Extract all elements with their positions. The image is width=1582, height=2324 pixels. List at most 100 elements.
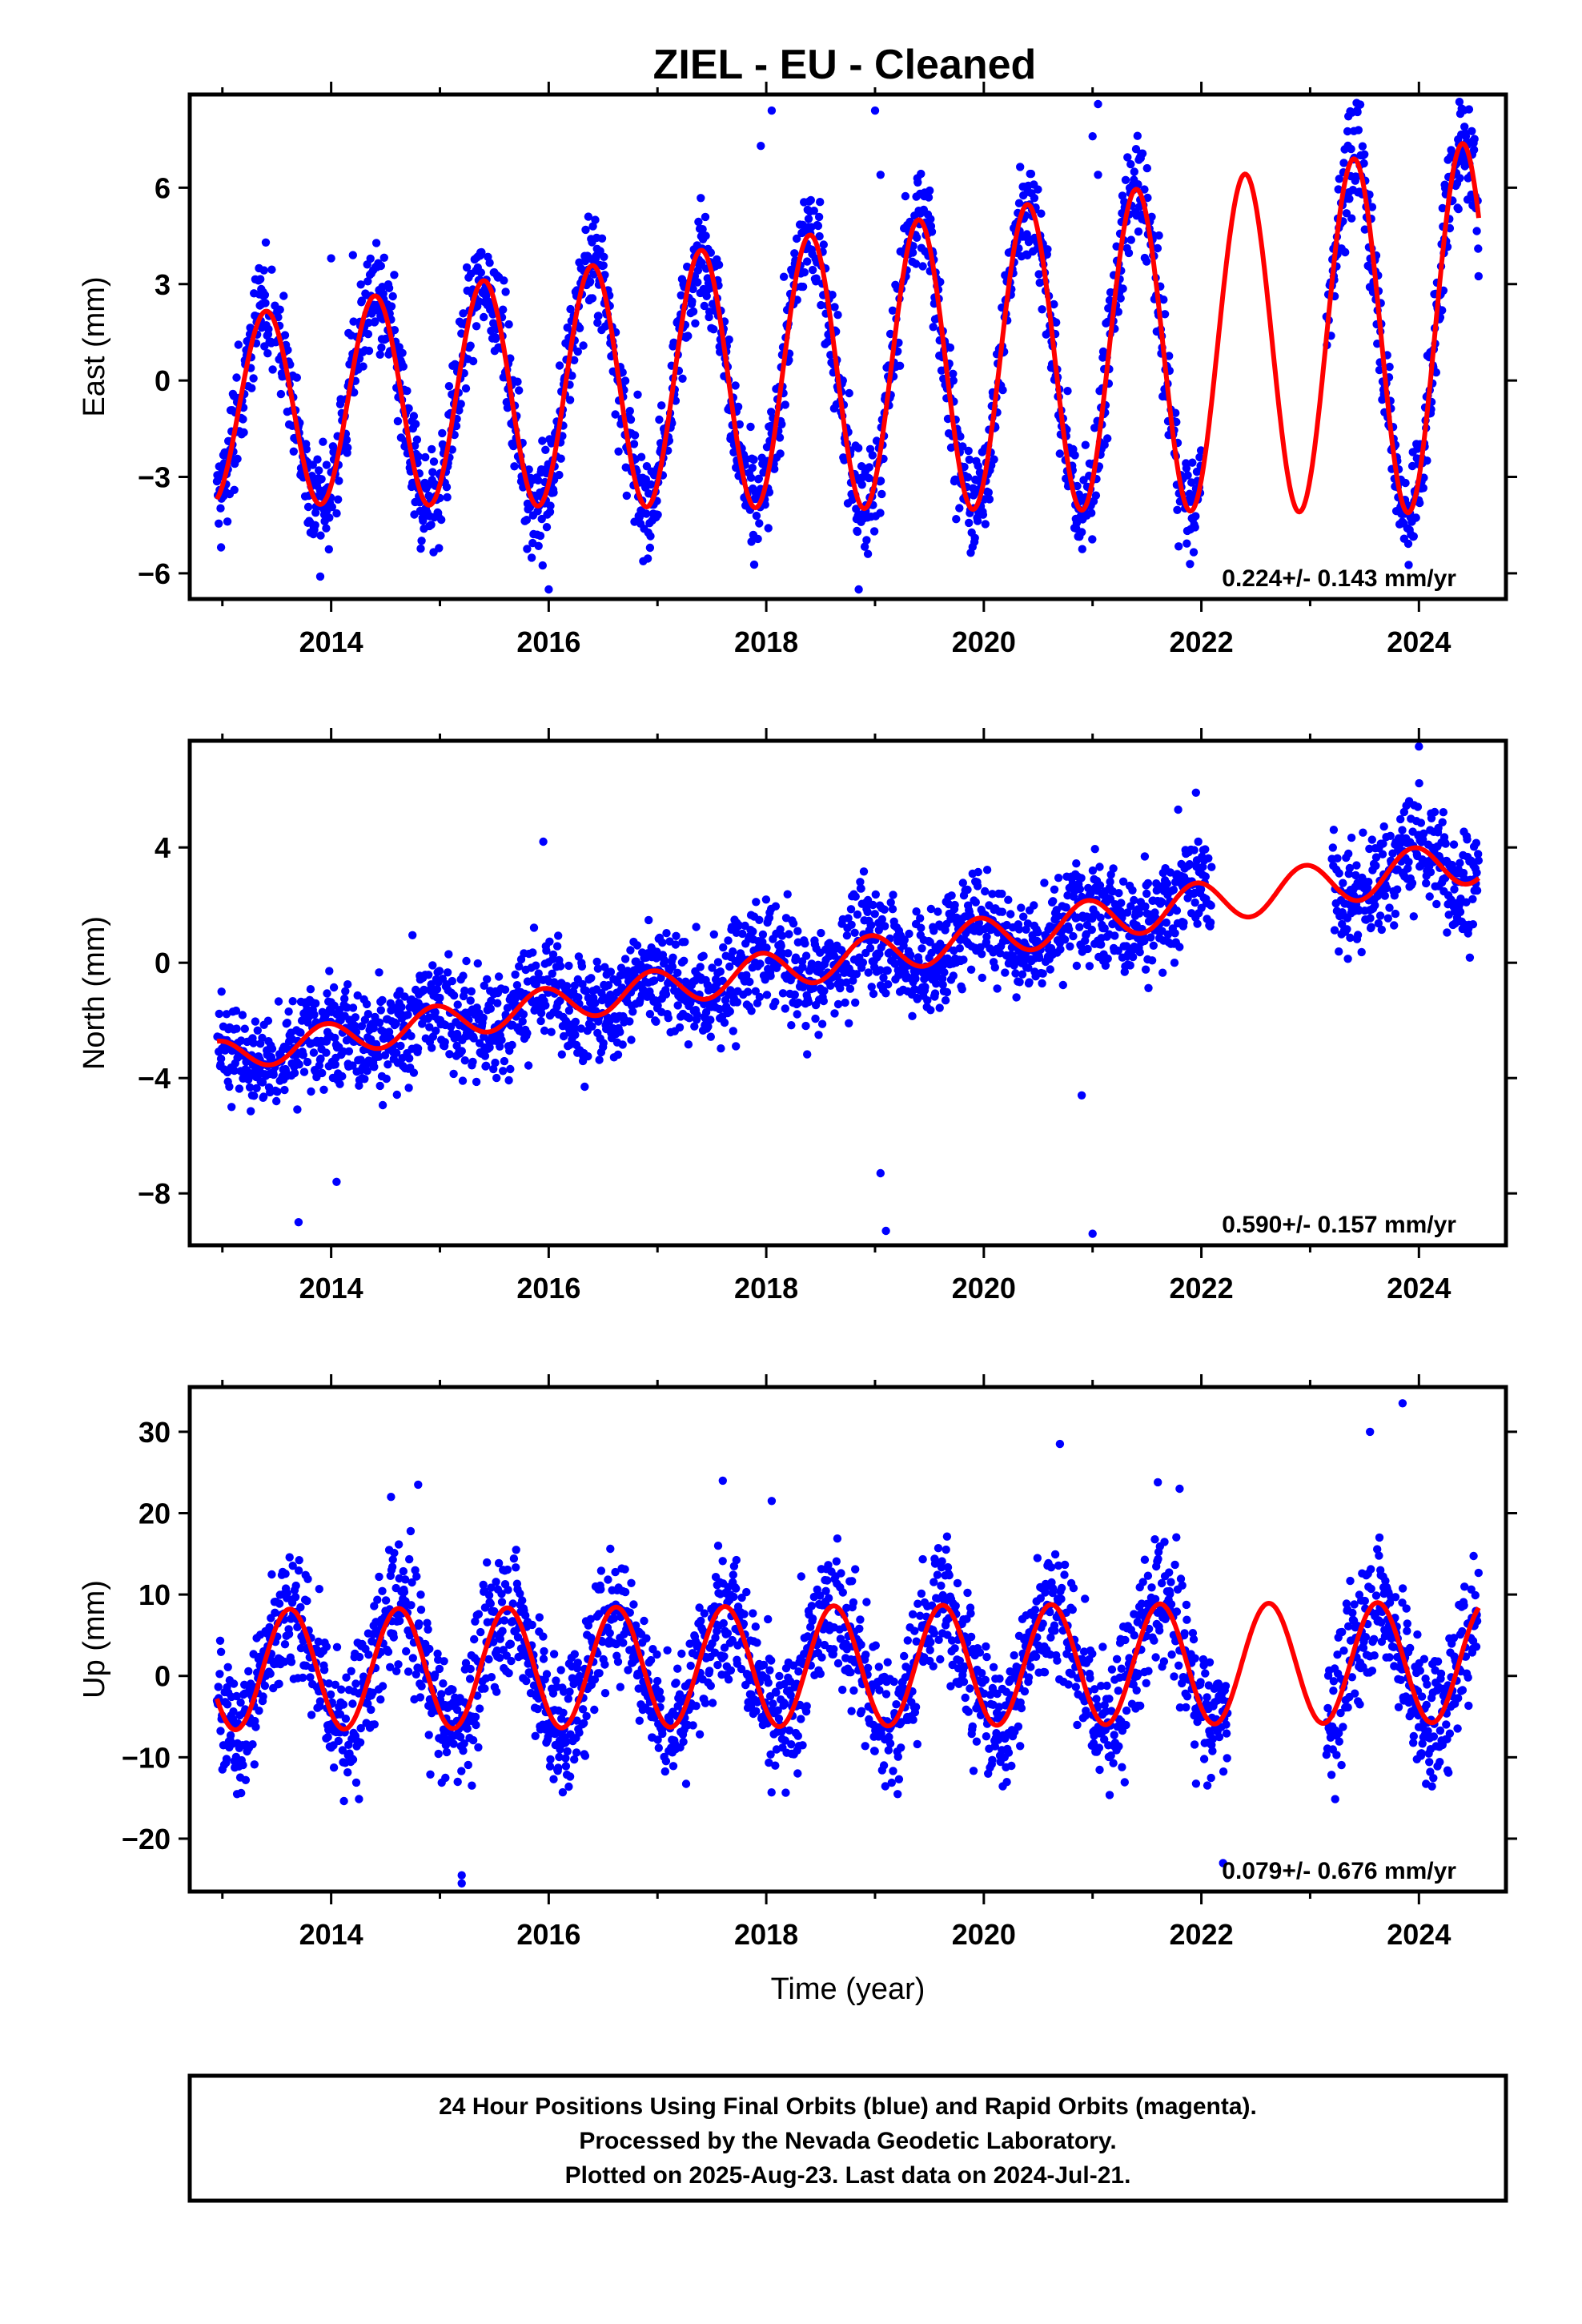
data-point	[340, 994, 349, 1003]
data-point	[355, 1738, 365, 1747]
data-point	[947, 891, 956, 900]
data-point	[798, 963, 807, 972]
data-point	[500, 276, 508, 285]
x-tick-label: 2024	[1387, 625, 1451, 658]
data-point	[749, 455, 758, 464]
data-point	[1366, 914, 1375, 923]
data-point	[1142, 163, 1152, 173]
data-point	[776, 449, 785, 458]
data-point	[1371, 861, 1380, 870]
data-point	[1034, 185, 1042, 194]
data-point	[851, 892, 860, 901]
data-point	[364, 318, 373, 328]
data-point	[1169, 886, 1178, 895]
data-point	[1403, 539, 1413, 549]
x-tick-label: 2016	[516, 1272, 580, 1305]
data-point	[618, 1040, 627, 1049]
data-point	[747, 1007, 756, 1015]
data-point	[1142, 889, 1151, 899]
data-point	[223, 1700, 232, 1709]
data-point	[900, 935, 909, 945]
data-point	[646, 480, 656, 489]
data-point	[489, 1064, 498, 1074]
data-point	[343, 980, 352, 989]
data-point	[1043, 245, 1052, 254]
data-point	[749, 560, 759, 569]
x-tick-label: 2018	[734, 1272, 798, 1305]
data-point	[688, 297, 697, 306]
data-point	[1109, 864, 1118, 873]
data-point	[801, 939, 809, 948]
data-point	[449, 991, 459, 1000]
data-point	[1014, 199, 1024, 207]
data-point	[240, 1024, 249, 1033]
outlier-point	[1077, 1091, 1086, 1100]
data-point	[693, 278, 702, 287]
data-point	[435, 1664, 444, 1674]
data-point	[875, 950, 884, 959]
data-point	[1339, 159, 1348, 167]
data-point	[404, 404, 413, 413]
data-point	[518, 1017, 527, 1026]
data-point	[556, 454, 565, 463]
data-point	[275, 1679, 283, 1688]
data-point	[1040, 879, 1049, 887]
data-point	[389, 1633, 398, 1642]
data-point	[869, 527, 879, 536]
data-point	[1038, 969, 1047, 978]
data-point	[369, 1023, 378, 1033]
data-point	[978, 510, 988, 519]
data-point	[1343, 127, 1352, 136]
data-point	[1328, 843, 1338, 852]
data-point	[555, 361, 564, 370]
data-point	[964, 446, 973, 456]
data-point	[267, 1570, 276, 1579]
data-point	[1465, 953, 1475, 963]
y-tick-label: −6	[138, 557, 171, 590]
data-point	[238, 1011, 247, 1019]
data-point	[859, 867, 869, 876]
data-point	[515, 962, 524, 971]
data-point	[876, 966, 885, 975]
data-point	[1095, 862, 1104, 871]
data-point	[342, 436, 351, 444]
data-point	[513, 377, 522, 386]
data-point	[940, 968, 949, 977]
data-point	[409, 1068, 419, 1077]
data-point	[858, 958, 868, 967]
data-point	[412, 1572, 421, 1581]
data-point	[363, 277, 372, 286]
data-point	[808, 265, 817, 275]
data-point	[306, 985, 315, 994]
data-point	[998, 907, 1007, 916]
data-point	[1343, 925, 1351, 934]
data-point	[341, 987, 350, 996]
data-point	[464, 1760, 472, 1770]
data-point	[766, 971, 775, 980]
data-point	[704, 1022, 713, 1031]
data-point	[998, 385, 1007, 395]
data-point	[1413, 802, 1423, 811]
data-point	[694, 217, 703, 227]
data-point	[845, 388, 853, 398]
outlier-point	[876, 1168, 885, 1178]
data-point	[248, 1740, 257, 1749]
data-point	[842, 978, 851, 987]
data-point	[1189, 548, 1199, 557]
outlier-point	[348, 251, 357, 259]
data-point	[250, 1760, 259, 1769]
data-point	[225, 1082, 234, 1092]
data-point	[334, 495, 343, 504]
data-point	[591, 215, 600, 224]
data-point	[1353, 931, 1363, 939]
data-point	[826, 981, 835, 991]
data-point	[440, 1657, 448, 1666]
data-point	[867, 983, 876, 991]
data-point	[1385, 362, 1394, 372]
data-point	[376, 1006, 385, 1015]
data-point	[1077, 874, 1086, 883]
data-point	[394, 1540, 404, 1549]
data-point	[1472, 886, 1482, 895]
data-point	[941, 996, 950, 1005]
data-point	[854, 444, 863, 452]
